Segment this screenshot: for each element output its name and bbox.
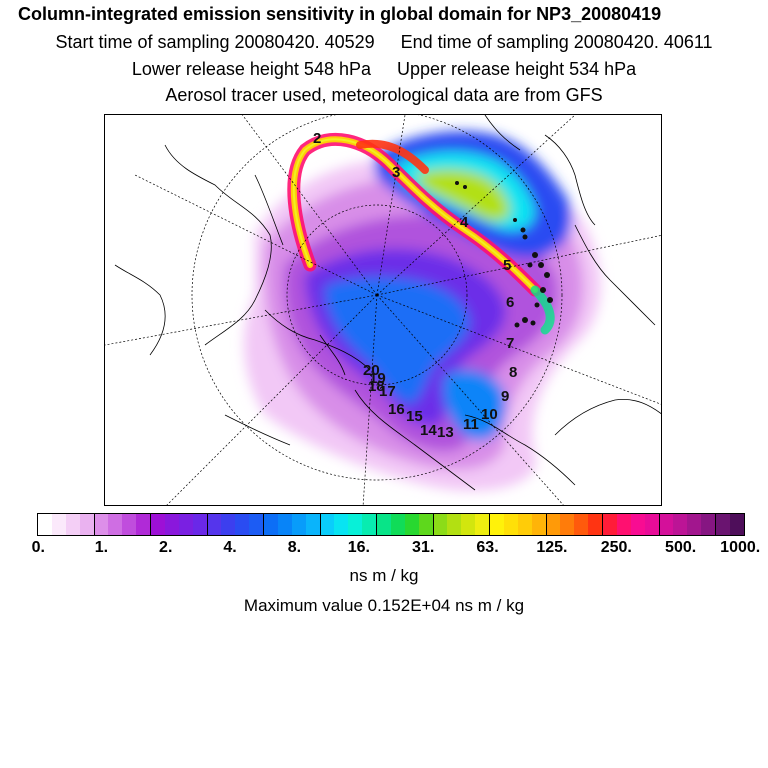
colorbar-swatch xyxy=(517,514,532,535)
colorbar-tick-label: 250. xyxy=(600,539,632,556)
end-time-label: End time of sampling 20080420. 40611 xyxy=(400,32,713,52)
day-label-19: 19 xyxy=(369,370,386,387)
day-label-17: 17 xyxy=(379,383,396,400)
colorbar-swatch xyxy=(433,514,448,535)
day-label-4: 4 xyxy=(460,214,469,231)
day-label-9: 9 xyxy=(501,388,509,405)
colorbar-swatch xyxy=(531,514,547,535)
colorbar-swatch xyxy=(151,514,165,535)
release-heights: Lower release height 548 hPa Upper releas… xyxy=(0,59,768,80)
colorbar-swatch xyxy=(51,514,66,535)
colorbar-tick-label: 1. xyxy=(94,539,109,556)
colorbar-tick-label: 4. xyxy=(223,539,237,556)
sensitivity-field xyxy=(244,131,601,491)
colorbar-swatch xyxy=(348,514,363,535)
lower-release-height-label: Lower release height 548 hPa xyxy=(131,59,371,79)
colorbar-swatch xyxy=(616,514,631,535)
colorbar-swatch xyxy=(475,514,490,535)
colorbar-unit-label: ns m / kg xyxy=(349,566,419,585)
colorbar-swatch xyxy=(122,514,137,535)
colorbar-swatch xyxy=(390,514,405,535)
colorbar-swatch xyxy=(447,514,462,535)
tracer-note: Aerosol tracer used, meteorological data… xyxy=(165,85,603,105)
upper-release-height-label: Upper release height 534 hPa xyxy=(397,59,637,79)
colorbar-swatch xyxy=(291,514,306,535)
colorbar-tick-label: 2. xyxy=(159,539,173,556)
colorbar-swatch xyxy=(277,514,292,535)
colorbar-tick-label: 0. xyxy=(31,539,46,556)
colorbar-swatch xyxy=(305,514,321,535)
colorbar-tick-label: 31. xyxy=(412,539,435,556)
colorbar-tick-label: 8. xyxy=(287,539,302,556)
colorbar-swatch xyxy=(461,514,476,535)
colorbar-swatch xyxy=(164,514,179,535)
colorbar-swatch xyxy=(716,514,730,535)
day-label-10: 10 xyxy=(481,406,498,423)
colorbar-swatch xyxy=(221,514,236,535)
emission-sensitivity-map: 2 3 4 5 6 7 8 9 10 11 13 14 15 16 17 18 … xyxy=(105,115,661,505)
day-label-16: 16 xyxy=(388,401,405,418)
colorbar-swatch xyxy=(659,514,674,535)
day-label-6: 6 xyxy=(506,294,514,311)
colorbar-tick-label: 1000. xyxy=(720,539,761,556)
colorbar-swatch xyxy=(334,514,349,535)
colorbar-swatch xyxy=(264,514,278,535)
colorbar-swatch xyxy=(192,514,208,535)
colorbar-swatch xyxy=(207,514,222,535)
colorbar-swatch xyxy=(560,514,575,535)
coastlines xyxy=(114,115,661,491)
colorbar-swatch xyxy=(79,514,95,535)
colorbar-swatch xyxy=(687,514,702,535)
day-label-2: 2 xyxy=(313,130,321,147)
day-label-14: 14 xyxy=(420,422,437,439)
colorbar-tick-label: 500. xyxy=(665,539,697,556)
colorbar-swatch xyxy=(377,514,391,535)
colorbar-swatch xyxy=(644,514,660,535)
colorbar-swatch xyxy=(503,514,518,535)
colorbar-swatch xyxy=(729,514,744,535)
colorbar-swatch xyxy=(94,514,109,535)
day-label-13: 13 xyxy=(437,424,454,441)
colorbar-swatch xyxy=(630,514,645,535)
day-label-15: 15 xyxy=(406,408,423,425)
colorbar-swatch xyxy=(136,514,151,535)
colorbar-tick-label: 63. xyxy=(476,539,499,556)
colorbar-swatch xyxy=(574,514,589,535)
colorbar-swatch xyxy=(701,514,716,535)
colorbar-tick-label: 16. xyxy=(347,539,370,556)
colorbar xyxy=(37,513,745,536)
colorbar-swatch xyxy=(490,514,504,535)
plume-band xyxy=(287,132,555,335)
maximum-value-label: Maximum value 0.152E+04 ns m / kg xyxy=(243,596,525,615)
colorbar-swatch xyxy=(404,514,419,535)
map-panel: 2 3 4 5 6 7 8 9 10 11 13 14 15 16 17 18 … xyxy=(104,114,662,506)
colorbar-swatch xyxy=(235,514,250,535)
day-label-18: 18 xyxy=(368,378,385,395)
colorbar-swatch xyxy=(178,514,193,535)
colorbar-swatch xyxy=(108,514,123,535)
graticule xyxy=(105,115,661,505)
day-label-5: 5 xyxy=(503,257,511,274)
colorbar-swatch xyxy=(603,514,617,535)
plume-day-labels: 2 3 4 5 6 7 8 9 10 11 13 14 15 16 17 18 … xyxy=(313,130,517,441)
day-label-20: 20 xyxy=(363,362,380,379)
figure-title: Column-integrated emission sensitivity i… xyxy=(18,4,662,24)
colorbar-swatch xyxy=(320,514,335,535)
colorbar-swatch xyxy=(362,514,377,535)
day-label-7: 7 xyxy=(506,335,514,352)
start-time-label: Start time of sampling 20080420. 40529 xyxy=(55,32,375,52)
sampling-times: Start time of sampling 20080420. 40529 En… xyxy=(0,32,768,53)
colorbar-swatch xyxy=(65,514,80,535)
colorbar-swatch xyxy=(38,514,52,535)
day-label-8: 8 xyxy=(509,364,517,381)
colorbar-swatch xyxy=(588,514,603,535)
colorbar-swatch xyxy=(249,514,264,535)
colorbar-swatch xyxy=(546,514,561,535)
colorbar-swatch xyxy=(418,514,434,535)
day-label-11: 11 xyxy=(463,416,479,433)
colorbar-tick-label: 125. xyxy=(536,539,568,556)
day-label-3: 3 xyxy=(392,164,400,181)
colorbar-swatch xyxy=(673,514,688,535)
high-value-clusters xyxy=(455,181,553,328)
